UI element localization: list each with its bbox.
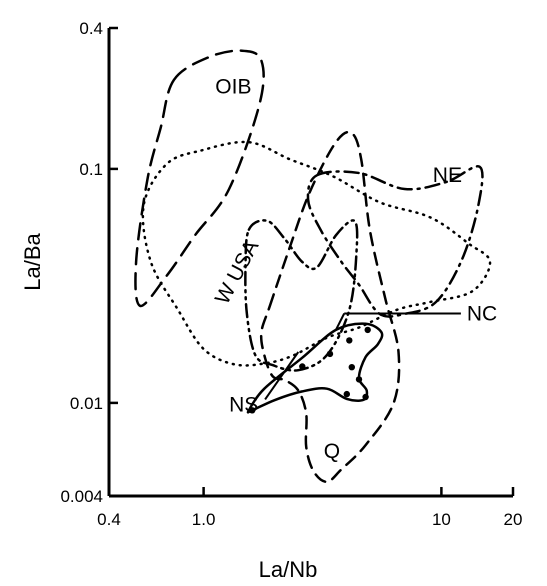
field-label-oib: OIB — [215, 76, 251, 99]
field-outline-ne — [308, 166, 482, 316]
data-point — [349, 364, 355, 370]
field-label-w-usa: W USA — [211, 237, 264, 309]
field-label-q: Q — [324, 440, 340, 463]
x-tick-label: 10 — [432, 510, 451, 529]
data-point — [327, 351, 333, 357]
y-tick-label: 0.1 — [79, 160, 103, 179]
field-label-nc: NC — [467, 303, 497, 326]
axes — [109, 28, 513, 496]
y-tick-label: 0.4 — [79, 19, 103, 38]
field-label-ns: NS — [229, 393, 258, 416]
data-point — [362, 394, 368, 400]
data-point — [346, 337, 352, 343]
field-label-ne: NE — [433, 164, 462, 187]
field-outlines — [135, 51, 490, 482]
x-tick-label: 0.4 — [97, 510, 121, 529]
y-tick-label: 0.004 — [60, 487, 103, 506]
y-tick-label: 0.01 — [70, 394, 103, 413]
data-point — [299, 363, 305, 369]
field-labels: OIB W USA NE Q NS NC — [211, 76, 497, 464]
y-axis-title: La/Ba — [20, 232, 45, 290]
axis-ticks: 0.4 1.0 10 20 0.4 0.1 0.01 0.004 — [60, 19, 522, 529]
x-tick-label: 1.0 — [192, 510, 216, 529]
x-axis-title: La/Nb — [259, 557, 318, 582]
data-point — [365, 327, 371, 333]
data-point — [356, 376, 362, 382]
data-point — [344, 391, 350, 397]
field-outline-q — [261, 132, 399, 482]
x-tick-label: 20 — [504, 510, 523, 529]
